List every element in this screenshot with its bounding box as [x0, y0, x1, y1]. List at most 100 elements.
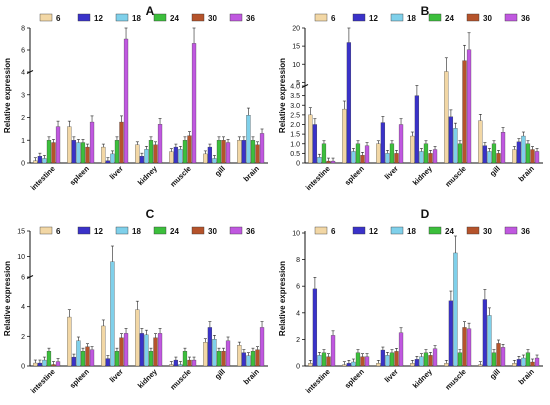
bar-36-liver [398, 124, 404, 164]
y-tick-label: 2 [21, 334, 25, 341]
bar-6-intestine [308, 363, 313, 367]
bar-24-kidney [148, 140, 154, 164]
legend-swatch [390, 226, 404, 235]
bar-6-spleen [342, 364, 347, 367]
bar-6-muscle [169, 151, 174, 164]
y-tick-label: 3 [21, 92, 25, 99]
bar-12-kidney [139, 156, 145, 164]
bar-12-spleen [346, 42, 352, 164]
y-axis-label: Relative expression [3, 261, 12, 336]
legend-label: 30 [483, 14, 492, 23]
bar-6-intestine [33, 362, 38, 367]
bar-36-intestine [330, 160, 336, 164]
bar-6-gill [203, 342, 208, 367]
bar-30-intestine [326, 356, 331, 367]
y-tick-label: 8 [21, 26, 25, 33]
bar-12-gill [482, 145, 488, 164]
y-axis-label: Relative expression [3, 58, 12, 133]
y-tick-label: 0 [296, 161, 300, 168]
panel-label: D [421, 207, 430, 221]
bar-36-spleen [89, 121, 95, 164]
bar-6-liver [376, 363, 381, 367]
bar-6-gill [203, 153, 208, 164]
bar-36-liver [398, 332, 404, 367]
x-tick-label-gill: gill [488, 367, 502, 381]
bar-12-brain [241, 140, 247, 164]
bar-30-kidney [153, 337, 158, 367]
bar-12-brain [241, 352, 247, 367]
bar-18-gill [212, 158, 217, 164]
bar-30-muscle [462, 60, 467, 164]
bar-30-muscle [187, 359, 192, 367]
legend-label: 6 [331, 227, 336, 236]
x-tick-label-liver: liver [383, 164, 400, 181]
bar-24-intestine [321, 352, 327, 367]
bar-24-muscle [182, 140, 188, 164]
bar-18-kidney [144, 334, 149, 367]
bar-36-brain [534, 357, 540, 367]
bar-36-kidney [432, 149, 438, 164]
bar-6-brain [512, 363, 517, 367]
legend-label: 18 [407, 14, 416, 23]
legend-label: 6 [331, 14, 336, 23]
legend-label: 30 [208, 227, 217, 236]
bar-24-spleen [355, 143, 361, 164]
bar-12-muscle [448, 300, 454, 367]
bar-36-kidney [157, 333, 163, 367]
bar-12-intestine [37, 362, 43, 367]
x-tick-label-gill: gill [213, 164, 227, 178]
bar-18-muscle [453, 128, 458, 164]
bar-36-spleen [89, 349, 95, 367]
bar-24-brain [250, 351, 256, 367]
legend-swatch [352, 13, 366, 22]
x-tick-label-liver: liver [383, 367, 400, 384]
x-tick-label-spleen: spleen [343, 164, 366, 187]
legend-label: 24 [445, 227, 454, 236]
bar-6-spleen [67, 126, 72, 164]
x-tick-label-liver: liver [108, 164, 125, 181]
bar-30-kidney [428, 355, 433, 367]
y-axis-label: Relative expression [278, 58, 287, 133]
legend-swatch [39, 226, 53, 235]
bar-36-liver [123, 333, 129, 367]
bar-18-spleen [351, 361, 356, 367]
bar-6-brain [512, 149, 517, 164]
y-tick-label: 3.5 [290, 93, 300, 100]
bar-30-kidney [153, 144, 158, 164]
bar-18-intestine [42, 158, 47, 164]
panel-B: B 6 12 18 24 30 36 0 0.5 1.0 1.5 2.0 2.5 3.0 3.5 4.05 10… [278, 4, 543, 192]
bar-36-brain [259, 327, 265, 367]
bar-12-liver [380, 349, 386, 367]
bar-12-muscle [448, 116, 454, 164]
legend-label: 12 [369, 14, 378, 23]
x-tick-label-spleen: spleen [343, 367, 366, 390]
legend-swatch [314, 13, 328, 22]
bar-30-brain [530, 149, 535, 164]
bar-6-brain [237, 140, 242, 164]
bar-36-muscle [191, 43, 197, 164]
x-tick-label-muscle: muscle [168, 164, 193, 189]
bar-30-intestine [326, 160, 331, 164]
y-tick-label: 6 [296, 284, 300, 291]
bar-24-kidney [423, 143, 429, 164]
y-tick-label: 0 [21, 161, 25, 168]
legend-swatch [191, 13, 205, 22]
bar-6-gill [478, 364, 483, 367]
bar-18-liver [385, 153, 390, 164]
legend-label: 12 [94, 227, 103, 236]
legend-swatch [77, 226, 91, 235]
legend-label: 18 [407, 227, 416, 236]
legend-label: 36 [246, 227, 255, 236]
bar-18-gill [487, 315, 492, 367]
y-tick-label: 2.5 [290, 112, 300, 119]
legend-label: 6 [56, 227, 61, 236]
bar-18-brain [246, 115, 251, 164]
bar-30-spleen [360, 155, 365, 164]
y-tick-label: 4 [21, 304, 25, 311]
panel-label: C [146, 207, 155, 221]
bar-6-brain [237, 345, 242, 367]
bar-36-intestine [330, 335, 336, 367]
legend-label: 36 [521, 227, 530, 236]
